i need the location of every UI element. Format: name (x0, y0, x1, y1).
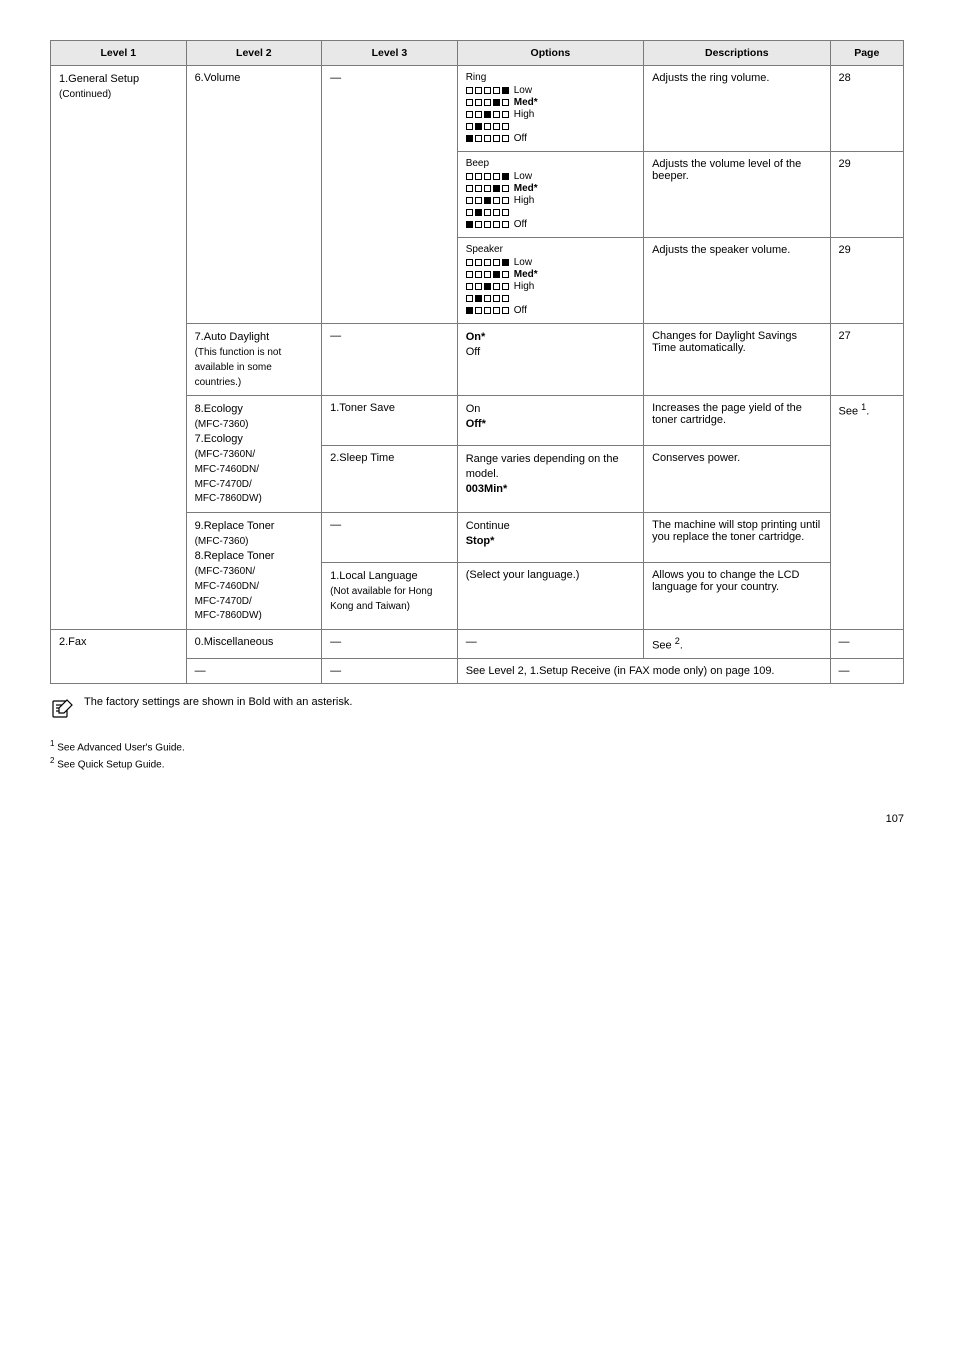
cell-ecology: 8.Ecology(MFC-7360) 7.Ecology(MFC-7360N/… (186, 396, 322, 513)
opt-ring-med: Med* (514, 97, 538, 108)
label-speaker: Speaker (466, 244, 635, 255)
cell-toner-save: 1.Toner Save (322, 396, 458, 446)
cell-misc-opt: — (457, 630, 643, 659)
col-page: Page (830, 41, 904, 66)
cell-local-lang-opt: (Select your language.) (457, 563, 643, 630)
cell-beep-options: Beep Low Med* High Off (457, 152, 643, 238)
table-header-row: Level 1 Level 2 Level 3 Options Descript… (51, 41, 904, 66)
label-ring: Ring (466, 72, 635, 83)
footnotes: 1 See Advanced User's Guide. 2 See Quick… (50, 738, 904, 773)
row-fax-misc: 2.Fax 0.Miscellaneous — — See 2. — (51, 630, 904, 659)
cell-beep-desc: Adjusts the volume level of the beeper. (644, 152, 830, 238)
opt-ring-off: Off (514, 133, 527, 144)
label-general-setup: 1.General Setup (59, 73, 139, 85)
col-level3: Level 3 (322, 41, 458, 66)
cell-replace-toner-opt: ContinueStop* (457, 513, 643, 563)
opt-beep-low: Low (514, 171, 532, 182)
col-options: Options (457, 41, 643, 66)
cell-beep-page: 29 (830, 152, 904, 238)
cell-local-lang-desc: Allows you to change the LCD language fo… (644, 563, 830, 630)
cell-misc-l3: — (322, 630, 458, 659)
cell-misc-page: — (830, 630, 904, 659)
cell-fax-l3-empty: — (322, 658, 458, 683)
label-beep: Beep (466, 158, 635, 169)
cell-replace-toner-desc: The machine will stop printing until you… (644, 513, 830, 563)
opt-spk-high: High (514, 281, 535, 292)
cell-ecology-page: See 1. (830, 396, 904, 630)
opt-beep-off: Off (514, 219, 527, 230)
cell-fax-see: See Level 2, 1.Setup Receive (in FAX mod… (457, 658, 830, 683)
cell-ring-desc: Adjusts the ring volume. (644, 66, 830, 152)
label-continued: (Continued) (59, 89, 111, 100)
factory-settings-note: The factory settings are shown in Bold w… (50, 696, 904, 720)
opt-spk-off: Off (514, 305, 527, 316)
opt-ring-low: Low (514, 85, 532, 96)
footnote-2: 2 See Quick Setup Guide. (50, 755, 904, 772)
cell-misc-desc: See 2. (644, 630, 830, 659)
cell-speaker-page: 29 (830, 238, 904, 324)
cell-sleep-time-desc: Conserves power. (644, 446, 830, 513)
cell-speaker-options: Speaker Low Med* High Off (457, 238, 643, 324)
note-text: The factory settings are shown in Bold w… (84, 696, 352, 708)
opt-beep-high: High (514, 195, 535, 206)
cell-general-setup: 1.General Setup (Continued) (51, 66, 187, 630)
cell-autodaylight-desc: Changes for Daylight Savings Time automa… (644, 324, 830, 396)
cell-sleep-time-opt: Range varies depending on the model.003M… (457, 446, 643, 513)
page-number: 107 (50, 813, 904, 825)
cell-autodaylight-opt: On*Off (457, 324, 643, 396)
cell-misc: 0.Miscellaneous (186, 630, 322, 659)
cell-local-lang: 1.Local Language(Not available for Hong … (322, 563, 458, 630)
col-descriptions: Descriptions (644, 41, 830, 66)
col-level2: Level 2 (186, 41, 322, 66)
note-icon (50, 696, 74, 720)
cell-autodaylight-l3: — (322, 324, 458, 396)
cell-fax-l2-empty: — (186, 658, 322, 683)
cell-autodaylight: 7.Auto Daylight(This function is not ava… (186, 324, 322, 396)
cell-volume-l3: — (322, 66, 458, 324)
opt-spk-med: Med* (514, 269, 538, 280)
col-level1: Level 1 (51, 41, 187, 66)
cell-ring-page: 28 (830, 66, 904, 152)
opt-ring-high: High (514, 109, 535, 120)
cell-autodaylight-page: 27 (830, 324, 904, 396)
cell-sleep-time: 2.Sleep Time (322, 446, 458, 513)
settings-table: Level 1 Level 2 Level 3 Options Descript… (50, 40, 904, 684)
cell-replace-toner-l3: — (322, 513, 458, 563)
cell-ring-options: Ring Low Med* High Off (457, 66, 643, 152)
row-volume-ring: 1.General Setup (Continued) 6.Volume — R… (51, 66, 904, 152)
cell-replace-toner: 9.Replace Toner(MFC-7360) 8.Replace Tone… (186, 513, 322, 630)
opt-beep-med: Med* (514, 183, 538, 194)
footnote-1: 1 See Advanced User's Guide. (50, 738, 904, 755)
cell-speaker-desc: Adjusts the speaker volume. (644, 238, 830, 324)
cell-fax: 2.Fax (51, 630, 187, 684)
cell-toner-save-opt: OnOff* (457, 396, 643, 446)
cell-volume: 6.Volume (186, 66, 322, 324)
opt-spk-low: Low (514, 257, 532, 268)
cell-fax-page-empty: — (830, 658, 904, 683)
cell-toner-save-desc: Increases the page yield of the toner ca… (644, 396, 830, 446)
